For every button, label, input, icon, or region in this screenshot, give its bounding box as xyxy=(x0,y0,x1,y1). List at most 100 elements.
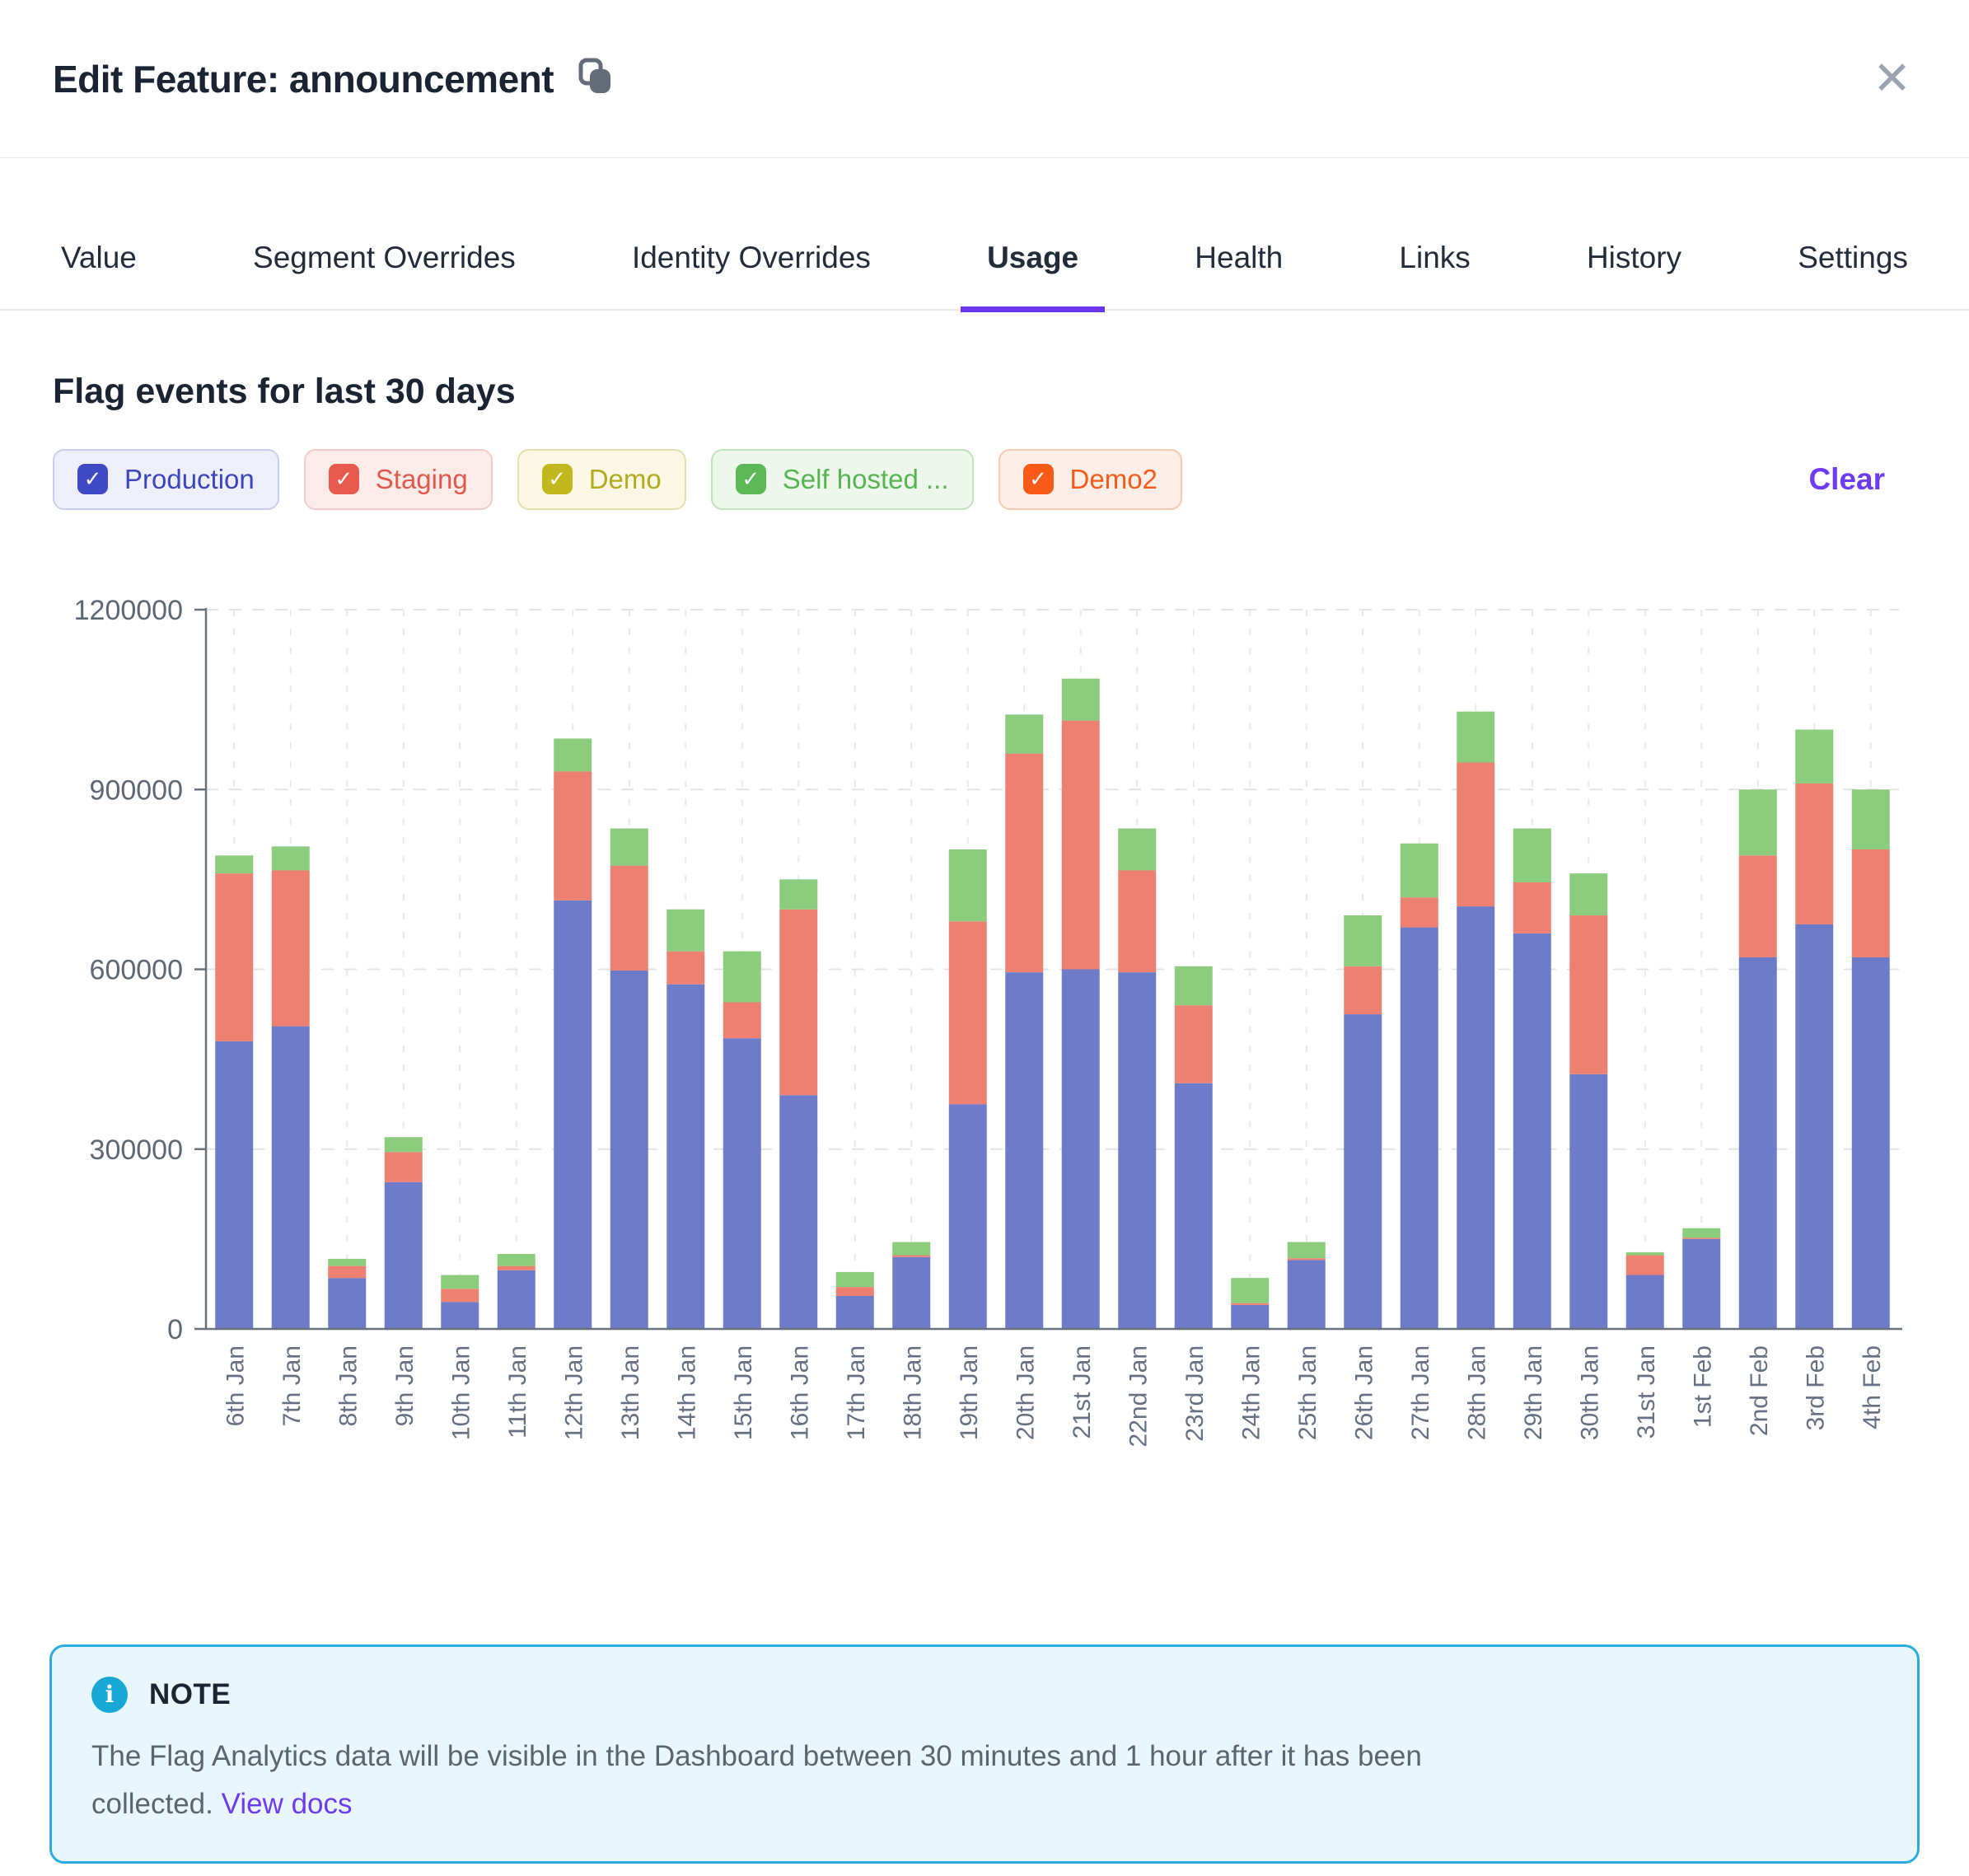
bar-segment-staging[interactable] xyxy=(1118,869,1157,972)
bar-segment-production[interactable] xyxy=(1174,1083,1213,1329)
bar-segment-self-hosted[interactable] xyxy=(779,878,818,910)
filter-chip-staging[interactable]: ✓ Staging xyxy=(303,448,493,510)
bar-segment-self-hosted[interactable] xyxy=(271,845,310,870)
checkbox-checked-icon[interactable]: ✓ xyxy=(77,464,108,494)
checkbox-checked-icon[interactable]: ✓ xyxy=(541,464,573,494)
bar-segment-self-hosted[interactable] xyxy=(384,1136,423,1152)
bar-segment-self-hosted[interactable] xyxy=(1400,843,1438,897)
bar-segment-staging[interactable] xyxy=(1457,762,1495,906)
bar-segment-staging[interactable] xyxy=(948,920,987,1104)
checkbox-checked-icon[interactable]: ✓ xyxy=(1022,464,1054,494)
view-docs-link[interactable]: View docs xyxy=(221,1787,353,1820)
bar-segment-self-hosted[interactable] xyxy=(441,1275,479,1289)
tab-usage[interactable]: Usage xyxy=(961,241,1106,312)
bar-segment-self-hosted[interactable] xyxy=(1174,966,1213,1005)
bar-segment-staging[interactable] xyxy=(1287,1257,1326,1260)
bar-segment-self-hosted[interactable] xyxy=(215,854,254,873)
bar-segment-production[interactable] xyxy=(1344,1013,1382,1329)
bar-segment-self-hosted[interactable] xyxy=(1851,788,1890,849)
bar-segment-self-hosted[interactable] xyxy=(328,1258,367,1266)
bar-segment-production[interactable] xyxy=(1513,933,1551,1329)
bar-segment-staging[interactable] xyxy=(1795,783,1834,924)
tab-identity-overrides[interactable]: Identity Overrides xyxy=(631,241,871,274)
bar-segment-production[interactable] xyxy=(1795,924,1834,1329)
bar-segment-self-hosted[interactable] xyxy=(554,737,592,771)
bar-segment-self-hosted[interactable] xyxy=(1287,1242,1326,1258)
checkbox-checked-icon[interactable]: ✓ xyxy=(328,464,359,494)
bar-segment-self-hosted[interactable] xyxy=(723,951,761,1003)
bar-segment-production[interactable] xyxy=(497,1270,536,1329)
bar-segment-production[interactable] xyxy=(666,984,705,1329)
bar-segment-staging[interactable] xyxy=(1851,849,1890,957)
bar-segment-self-hosted[interactable] xyxy=(610,828,648,866)
bar-segment-self-hosted[interactable] xyxy=(1569,873,1608,915)
bar-segment-staging[interactable] xyxy=(1344,966,1382,1014)
bar-segment-production[interactable] xyxy=(271,1026,310,1329)
bar-segment-self-hosted[interactable] xyxy=(1513,828,1551,882)
bar-segment-staging[interactable] xyxy=(1738,854,1777,957)
bar-segment-production[interactable] xyxy=(328,1277,367,1329)
bar-segment-production[interactable] xyxy=(892,1256,931,1329)
bar-segment-production[interactable] xyxy=(610,970,648,1329)
bar-segment-production[interactable] xyxy=(1625,1275,1664,1329)
bar-segment-staging[interactable] xyxy=(1231,1303,1270,1305)
bar-segment-self-hosted[interactable] xyxy=(1061,678,1100,721)
tab-health[interactable]: Health xyxy=(1195,241,1284,274)
bar-segment-staging[interactable] xyxy=(1625,1255,1664,1275)
bar-segment-production[interactable] xyxy=(1118,971,1157,1329)
bar-segment-staging[interactable] xyxy=(723,1002,761,1038)
bar-segment-production[interactable] xyxy=(1287,1259,1326,1329)
bar-segment-self-hosted[interactable] xyxy=(497,1253,536,1266)
bar-segment-staging[interactable] xyxy=(666,951,705,985)
bar-segment-staging[interactable] xyxy=(1513,882,1551,933)
filter-chip-demo[interactable]: ✓ Demo xyxy=(517,448,686,510)
bar-segment-staging[interactable] xyxy=(384,1151,423,1182)
clear-filters-link[interactable]: Clear xyxy=(1808,461,1885,496)
bar-segment-production[interactable] xyxy=(384,1181,423,1329)
bar-segment-production[interactable] xyxy=(1457,905,1495,1329)
bar-segment-staging[interactable] xyxy=(497,1265,536,1270)
filter-chip-demo2[interactable]: ✓ Demo2 xyxy=(998,448,1182,510)
close-button[interactable]: ✕ xyxy=(1868,55,1916,102)
bar-segment-staging[interactable] xyxy=(1569,915,1608,1074)
filter-chip-self-hosted[interactable]: ✓ Self hosted ... xyxy=(710,448,974,510)
bar-segment-staging[interactable] xyxy=(1400,896,1438,928)
bar-segment-staging[interactable] xyxy=(554,770,592,901)
bar-segment-production[interactable] xyxy=(948,1103,987,1329)
bar-segment-staging[interactable] xyxy=(215,873,254,1041)
bar-segment-staging[interactable] xyxy=(610,865,648,971)
bar-segment-self-hosted[interactable] xyxy=(666,909,705,952)
bar-segment-production[interactable] xyxy=(554,900,592,1329)
bar-segment-production[interactable] xyxy=(1400,927,1438,1329)
bar-segment-production[interactable] xyxy=(1738,957,1777,1329)
bar-segment-staging[interactable] xyxy=(271,869,310,1027)
bar-segment-staging[interactable] xyxy=(328,1265,367,1278)
tab-value[interactable]: Value xyxy=(61,241,137,274)
bar-segment-staging[interactable] xyxy=(1682,1237,1721,1239)
bar-segment-production[interactable] xyxy=(1231,1304,1270,1329)
tab-history[interactable]: History xyxy=(1586,241,1682,274)
bar-segment-self-hosted[interactable] xyxy=(1738,788,1777,855)
bar-segment-production[interactable] xyxy=(1569,1074,1608,1329)
bar-segment-self-hosted[interactable] xyxy=(892,1242,931,1256)
checkbox-checked-icon[interactable]: ✓ xyxy=(735,464,766,494)
bar-segment-production[interactable] xyxy=(779,1094,818,1329)
bar-segment-production[interactable] xyxy=(1682,1238,1721,1329)
copy-icon[interactable] xyxy=(578,58,613,100)
bar-segment-self-hosted[interactable] xyxy=(1344,915,1382,966)
bar-segment-production[interactable] xyxy=(1061,969,1100,1329)
bar-segment-self-hosted[interactable] xyxy=(835,1271,874,1287)
bar-segment-staging[interactable] xyxy=(1174,1004,1213,1083)
filter-chip-production[interactable]: ✓ Production xyxy=(53,448,279,510)
bar-segment-self-hosted[interactable] xyxy=(1795,729,1834,784)
bar-segment-staging[interactable] xyxy=(892,1255,931,1257)
bar-segment-production[interactable] xyxy=(1005,971,1044,1329)
bar-segment-production[interactable] xyxy=(1851,957,1890,1329)
bar-segment-staging[interactable] xyxy=(835,1286,874,1296)
bar-segment-production[interactable] xyxy=(835,1295,874,1329)
bar-segment-production[interactable] xyxy=(215,1041,254,1329)
bar-segment-self-hosted[interactable] xyxy=(1231,1277,1270,1303)
bar-segment-production[interactable] xyxy=(723,1037,761,1329)
bar-segment-staging[interactable] xyxy=(779,909,818,1095)
tab-segment-overrides[interactable]: Segment Overrides xyxy=(253,241,516,274)
